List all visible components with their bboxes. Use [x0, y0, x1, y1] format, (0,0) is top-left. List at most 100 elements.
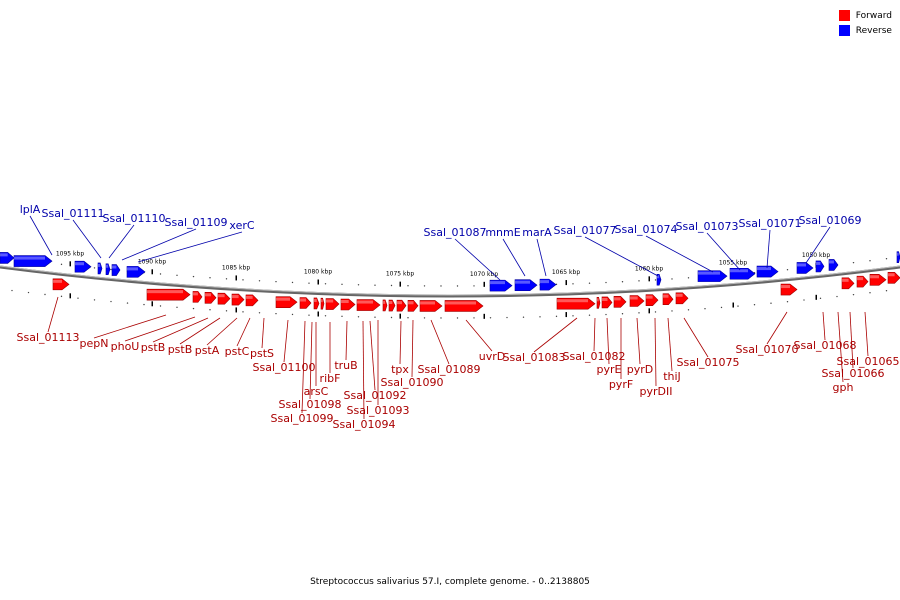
- minor-tick-bottom: [572, 315, 574, 317]
- gene-arrow-shine: [326, 299, 334, 303]
- minor-tick-top: [654, 279, 657, 281]
- forward-gene-label: pstC: [225, 345, 250, 358]
- gene-arrow-shine: [445, 301, 476, 305]
- forward-gene-label: pyrF: [609, 378, 633, 391]
- gene-arrow-shine: [870, 275, 879, 279]
- fwd-leader-line: [152, 317, 209, 343]
- gene-arrow: [444, 300, 484, 312]
- kbp-label: 1050 kbp: [802, 252, 830, 259]
- minor-tick-top: [357, 284, 360, 286]
- minor-tick-bottom: [687, 309, 690, 311]
- gene-arrow: [231, 293, 245, 306]
- minor-tick-top: [242, 279, 244, 281]
- minor-tick-bottom: [638, 312, 640, 314]
- gene-arrow-shine: [112, 265, 117, 269]
- rev-leader-line: [706, 232, 741, 271]
- minor-tick-bottom: [242, 311, 244, 313]
- gene-arrow: [856, 275, 869, 288]
- gene-arrow: [204, 291, 217, 304]
- minor-tick-bottom: [291, 313, 294, 316]
- kbp-label: 1090 kbp: [138, 258, 166, 265]
- minor-tick-bottom: [522, 316, 525, 318]
- minor-tick-top: [258, 280, 261, 282]
- reverse-swatch: [838, 25, 850, 36]
- minor-tick-top: [621, 281, 624, 283]
- rev-leader-line: [536, 238, 547, 277]
- gene-arrow-shine: [888, 273, 895, 277]
- major-tick-bottom: [483, 313, 485, 319]
- minor-tick-bottom: [341, 315, 343, 318]
- minor-tick-bottom: [423, 317, 426, 319]
- gene-arrow-shine: [842, 278, 849, 282]
- major-tick-top: [235, 275, 237, 281]
- forward-gene-label: Ssal_01092: [343, 389, 406, 402]
- gene-arrow-shine: [602, 297, 608, 301]
- forward-gene-label: Ssal_01066: [821, 367, 884, 380]
- reverse-gene-label: Ssal_01074: [614, 223, 677, 236]
- major-tick-bottom: [235, 307, 237, 313]
- forward-gene-label: pstA: [195, 344, 220, 357]
- genome-caption: Streptococcus salivarius 57.I, complete …: [310, 577, 590, 587]
- forward-gene-label: pstS: [250, 347, 274, 360]
- fwd-leader-line: [849, 311, 854, 369]
- fwd-leader-line: [683, 317, 709, 358]
- minor-tick-top: [275, 280, 277, 283]
- gene-arrow-shine: [663, 294, 669, 298]
- minor-tick-bottom: [605, 313, 607, 316]
- legend: Forward Reverse: [838, 8, 892, 38]
- forward-gene-label: pyrDII: [640, 385, 673, 398]
- kbp-label: 1075 kbp: [386, 271, 414, 278]
- minor-tick-bottom: [737, 305, 739, 307]
- minor-tick-top: [869, 260, 871, 262]
- minor-tick-top: [60, 263, 63, 266]
- major-tick-bottom: [151, 301, 153, 307]
- minor-tick-top: [176, 274, 178, 277]
- minor-tick-bottom: [720, 306, 723, 309]
- rev-leader-line: [645, 235, 714, 273]
- minor-tick-top: [572, 283, 574, 285]
- gene-arrow-shine: [614, 297, 621, 301]
- minor-tick-bottom: [654, 311, 657, 313]
- gene-arrow-shine: [490, 281, 505, 285]
- major-tick-bottom: [815, 294, 817, 300]
- forward-gene-label: Ssal_01068: [793, 339, 856, 352]
- gene-arrow: [419, 300, 443, 312]
- gene-arrow-shine: [106, 264, 109, 268]
- reverse-gene-label: marA: [522, 226, 552, 239]
- minor-tick-bottom: [786, 300, 789, 303]
- forward-gene-label: Ssal_01065: [836, 355, 899, 368]
- gene-arrow-shine: [698, 271, 720, 275]
- minor-tick-top: [440, 285, 442, 287]
- minor-tick-bottom: [803, 299, 805, 301]
- gene-arrow: [815, 260, 825, 273]
- gene-arrow: [13, 255, 53, 267]
- forward-gene-label: pyrE: [597, 363, 622, 376]
- fwd-leader-line: [261, 317, 265, 349]
- minor-tick-bottom: [506, 316, 508, 319]
- forward-swatch: [838, 10, 850, 21]
- minor-tick-bottom: [93, 299, 96, 301]
- gene-arrow-shine: [218, 294, 225, 298]
- minor-tick-bottom: [126, 302, 129, 304]
- gene-arrow-shine: [420, 301, 435, 305]
- forward-gene-label: Ssal_01099: [270, 412, 333, 425]
- forward-gene-label: tpx: [391, 363, 409, 376]
- gene-arrow-shine: [397, 301, 402, 305]
- minor-tick-top: [885, 258, 888, 260]
- rev-leader-line: [29, 215, 53, 256]
- forward-gene-label: pstB: [168, 343, 193, 356]
- gene-arrow: [896, 251, 900, 263]
- fwd-leader-line: [636, 317, 641, 365]
- minor-tick-top: [93, 267, 96, 269]
- gene-arrow: [828, 259, 839, 271]
- tick-marks: 1095 kbp 1090 kbp 1085 kbp 1080 kbp 1075 kbp…: [11, 250, 888, 319]
- minor-tick-bottom: [704, 307, 706, 310]
- minor-tick-top: [374, 284, 376, 286]
- gene-arrow-shine: [98, 263, 101, 267]
- minor-tick-top: [308, 282, 310, 284]
- reverse-gene-label: Ssal_01111: [41, 207, 104, 220]
- forward-gene-label: Ssal_01083: [502, 351, 565, 364]
- rev-leader-line: [108, 224, 135, 259]
- major-tick-top: [69, 261, 71, 267]
